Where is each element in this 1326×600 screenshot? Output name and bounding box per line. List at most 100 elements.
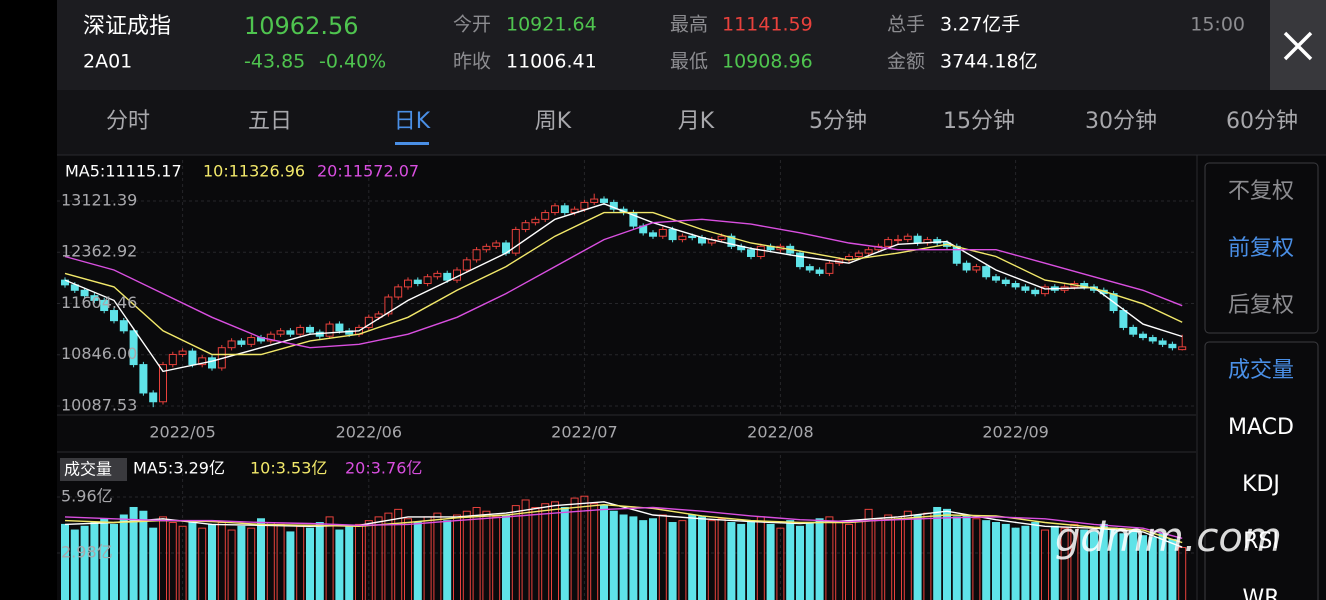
tab[interactable]: 五日: [248, 109, 292, 134]
ma-line: [64, 218, 1183, 349]
volume-bar: [178, 525, 187, 600]
candle-body: [462, 259, 471, 271]
volume-bar: [188, 520, 197, 600]
candle-body: [178, 350, 187, 355]
change: -43.85: [244, 51, 305, 73]
volume-bar: [502, 514, 510, 600]
candle-body: [531, 218, 540, 224]
volume-bar: [962, 514, 971, 600]
quote-header: [57, 0, 1270, 90]
candle-body: [815, 269, 824, 274]
indicator-button[interactable]: WR: [1242, 586, 1279, 600]
candle-body: [796, 252, 804, 268]
volume-bar: [149, 527, 158, 600]
candle-body: [825, 262, 834, 274]
candle-body: [335, 323, 344, 332]
volume-bar: [1119, 533, 1128, 600]
candle-body: [756, 245, 765, 257]
volume-bar: [433, 512, 442, 600]
volume-bar: [511, 505, 520, 600]
volume-bar: [394, 508, 403, 600]
candle-body: [511, 228, 520, 254]
legend-entry: 20:3.76亿: [345, 459, 422, 478]
candle-body: [237, 340, 246, 345]
candle-body: [580, 201, 589, 210]
candle-body: [404, 279, 412, 288]
volume-bar: [600, 505, 608, 600]
volume-bar: [257, 518, 265, 600]
volume-bar: [208, 523, 216, 600]
indicator-button[interactable]: KDJ: [1242, 472, 1280, 497]
volume-bar: [492, 516, 501, 600]
indicator-button[interactable]: 成交量: [1228, 358, 1294, 383]
volume-bar: [1041, 529, 1049, 600]
legend-entry: 10:11326.96: [203, 162, 305, 181]
volume-bar: [1070, 523, 1079, 600]
tab[interactable]: 5分钟: [809, 109, 867, 134]
volume-bar: [355, 523, 363, 600]
candle-body: [600, 198, 608, 203]
volume-bar: [129, 506, 138, 600]
volume-bar: [1021, 525, 1030, 600]
candle-body: [168, 353, 177, 366]
volume-bar: [786, 520, 795, 600]
volume-bar: [727, 522, 736, 600]
volume-bar: [668, 522, 677, 600]
y-tick-label: 10087.53: [61, 395, 137, 414]
volume-bar: [972, 518, 981, 600]
candle-body: [1148, 337, 1157, 342]
y-tick-label: 10846.00: [61, 344, 137, 363]
volume-bar: [678, 520, 687, 600]
adjust-button[interactable]: 后复权: [1228, 293, 1294, 318]
candle-body: [688, 235, 697, 239]
tab[interactable]: 15分钟: [943, 109, 1015, 134]
volume-bar: [168, 522, 177, 600]
candle-body: [1139, 333, 1147, 339]
volume-bar: [531, 506, 540, 600]
tab[interactable]: 周K: [535, 109, 572, 134]
volume-bar: [364, 520, 373, 600]
y-tick-label: 12362.92: [61, 242, 137, 261]
tab-bar: [57, 90, 1326, 155]
candle-body: [306, 326, 314, 333]
candle-body: [139, 364, 148, 394]
label: 今开: [453, 14, 491, 36]
volume-bar: [1031, 522, 1040, 600]
candle-body: [982, 266, 991, 278]
candle-body: [198, 357, 207, 366]
volume-bar: [70, 529, 79, 600]
tab[interactable]: 60分钟: [1226, 109, 1298, 134]
tab[interactable]: 30分钟: [1085, 109, 1157, 134]
volume-bar: [884, 514, 893, 600]
volume-bar: [629, 516, 638, 600]
candle-body: [384, 296, 393, 315]
volume-bar: [325, 516, 334, 600]
candle-body: [276, 330, 285, 335]
volume-bar: [345, 525, 354, 600]
adjust-button[interactable]: 不复权: [1228, 179, 1294, 204]
volume-bar: [551, 501, 559, 600]
volume-bar: [698, 516, 706, 600]
volume-bar: [80, 525, 89, 600]
candle-body: [227, 340, 236, 349]
volume-bar: [815, 518, 824, 600]
indicator-button[interactable]: RSI: [1243, 529, 1279, 554]
tab[interactable]: 月K: [678, 109, 715, 134]
tab[interactable]: 日K: [394, 109, 431, 134]
candle-body: [1001, 279, 1010, 285]
volume-bar: [805, 522, 814, 600]
candle-body: [1021, 286, 1030, 291]
volume-bar: [237, 525, 246, 600]
volume-bar: [903, 510, 912, 600]
tab-underline: [395, 142, 429, 145]
candle-body: [129, 330, 138, 366]
indicator-button[interactable]: MACD: [1228, 415, 1294, 440]
tab[interactable]: 分时: [106, 109, 150, 134]
volume-bar: [560, 506, 569, 600]
volume-bar: [139, 510, 148, 600]
ma-line: [64, 211, 1183, 356]
candle-body: [482, 245, 491, 251]
adjust-button[interactable]: 前复权: [1228, 236, 1294, 261]
candle-body: [472, 249, 481, 261]
candle-body: [492, 242, 501, 247]
